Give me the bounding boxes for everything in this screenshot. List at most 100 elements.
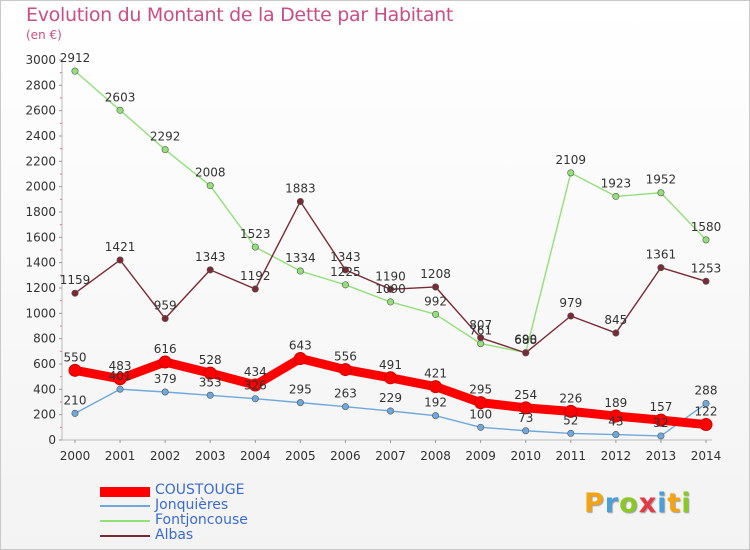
data-point	[477, 423, 485, 431]
data-point	[386, 298, 394, 306]
chart-title: Evolution du Montant de la Dette par Hab…	[26, 4, 454, 26]
data-label: 263	[334, 387, 357, 401]
data-label: 52	[563, 413, 578, 427]
y-tick-label: 2200	[25, 154, 56, 168]
data-point	[522, 427, 530, 435]
data-label: 1253	[691, 261, 722, 275]
legend-swatch	[100, 520, 150, 522]
x-tick-label: 2013	[646, 449, 677, 463]
data-point	[474, 396, 488, 410]
legend-label: Fontjoncouse	[155, 512, 248, 528]
data-point	[612, 329, 620, 337]
legend-swatch	[100, 505, 150, 507]
data-point	[71, 289, 79, 297]
data-point	[71, 409, 79, 417]
data-label: 1334	[285, 251, 316, 265]
data-point	[609, 409, 623, 423]
data-point	[206, 266, 214, 274]
data-label: 157	[649, 400, 672, 414]
data-point	[251, 243, 259, 251]
y-tick-label: 0	[48, 433, 56, 447]
data-point	[293, 352, 307, 366]
data-label: 845	[604, 313, 627, 327]
legend-label: COUSTOUGE	[155, 482, 245, 498]
data-point	[657, 264, 665, 272]
data-point	[71, 67, 79, 75]
data-label: 992	[424, 294, 447, 308]
x-tick-label: 2000	[60, 449, 91, 463]
data-point	[657, 189, 665, 197]
data-label: 550	[64, 350, 87, 364]
x-tick-label: 2008	[420, 449, 451, 463]
logo-letter: r	[604, 488, 620, 519]
x-tick-label: 2003	[195, 449, 226, 463]
data-point	[338, 363, 352, 377]
data-point	[158, 355, 172, 369]
y-tick-label: 2600	[25, 104, 56, 118]
x-tick-label: 2005	[285, 449, 316, 463]
data-label: 434	[244, 365, 267, 379]
data-label: 556	[334, 350, 357, 364]
y-tick-label: 2400	[25, 129, 56, 143]
x-tick-label: 2001	[105, 449, 136, 463]
data-label: 122	[695, 405, 718, 419]
data-point	[113, 372, 127, 386]
proxiti-logo: Proxiti	[584, 488, 692, 519]
y-tick-label: 1800	[25, 205, 56, 219]
data-point	[699, 418, 713, 432]
logo-letter: o	[619, 488, 639, 519]
data-label: 100	[469, 407, 492, 421]
y-tick-label: 800	[33, 332, 56, 346]
data-point	[384, 371, 397, 385]
data-label: 1952	[646, 173, 677, 187]
data-label: 2008	[195, 166, 226, 180]
data-label: 1159	[60, 273, 91, 287]
data-point	[341, 266, 349, 274]
data-point	[612, 431, 620, 439]
y-tick-label: 1000	[25, 306, 56, 320]
data-label: 1361	[646, 248, 677, 262]
data-point	[567, 169, 575, 177]
data-point	[386, 285, 394, 293]
chart-subtitle: (en €)	[26, 28, 62, 42]
data-label: 353	[199, 375, 222, 389]
data-point	[432, 283, 440, 291]
data-point	[567, 312, 575, 320]
data-label: 1580	[691, 220, 722, 234]
data-point	[116, 106, 124, 114]
data-point	[296, 267, 304, 275]
data-label: 2292	[150, 130, 181, 144]
data-label: 32	[653, 416, 668, 430]
y-tick-label: 400	[33, 382, 56, 396]
data-point	[248, 378, 262, 392]
data-label: 229	[379, 391, 402, 405]
data-point	[116, 385, 124, 393]
data-point	[702, 236, 710, 244]
data-point	[251, 285, 259, 293]
data-point	[161, 388, 169, 396]
data-label: 643	[289, 339, 312, 353]
data-label: 295	[469, 383, 492, 397]
data-label: 959	[154, 299, 177, 313]
data-point	[657, 432, 665, 440]
legend-swatch	[100, 487, 150, 497]
data-point	[477, 334, 485, 342]
x-tick-label: 2006	[330, 449, 361, 463]
data-point	[429, 380, 443, 394]
legend-label: Albas	[155, 527, 194, 543]
data-point	[251, 395, 259, 403]
line-chart: 0 200 400 600 800 1000 1200 1400 1600 1800 2000 220…	[25, 51, 722, 463]
data-label: 807	[469, 318, 492, 332]
x-tick-label: 2011	[556, 449, 587, 463]
data-label: 295	[289, 383, 312, 397]
data-label: 379	[154, 372, 177, 386]
data-label: 1192	[240, 269, 271, 283]
data-label: 73	[518, 411, 533, 425]
data-label: 1090	[375, 282, 406, 296]
legend-label: Jonquières	[155, 497, 229, 513]
data-label: 254	[514, 388, 537, 402]
data-label: 1421	[105, 240, 136, 254]
data-label: 401	[109, 369, 132, 383]
data-point	[161, 315, 169, 323]
